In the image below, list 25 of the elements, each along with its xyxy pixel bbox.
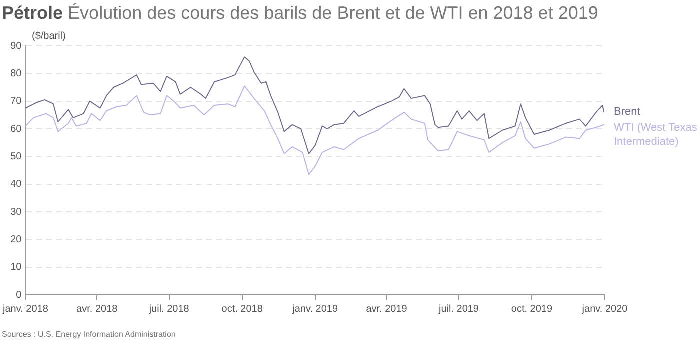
x-tick-label: janv. 2019 [292,304,338,315]
y-tick-label: 90 [10,40,22,52]
x-tick-label: juil. 2019 [438,304,480,315]
x-tick-label: juil. 2018 [148,304,190,315]
y-tick-label: 80 [10,68,22,80]
y-tick-label: 40 [10,179,22,190]
x-tick-label: oct. 2018 [222,304,264,315]
x-tick-label: janv. 2020 [581,304,628,315]
y-tick-label: 10 [10,262,22,274]
x-tick-label: avr. 2019 [366,304,408,315]
y-tick-label: 30 [10,206,22,218]
series-label: WTI (West Texas Intermediate) [614,121,698,150]
series-label: Brent [614,105,642,120]
y-tick-label: 70 [10,96,22,108]
source-note: Sources : U.S. Energy Information Administration [2,330,176,339]
x-tick-label: janv. 2018 [2,304,49,315]
y-tick-label: 50 [10,151,22,162]
y-tick-label: 0 [16,290,22,301]
x-tick-label: avr. 2018 [76,304,118,315]
y-axis-title: ($/baril) [32,31,66,42]
x-tick-label: oct. 2019 [511,304,553,315]
y-tick-label: 20 [10,234,22,246]
y-tick-label: 60 [10,124,22,135]
chart-subtitle: Évolution des cours des barils de Brent et de WTI en 2018 et 2019 [68,3,598,23]
chart-title: Pétrole [2,3,64,23]
